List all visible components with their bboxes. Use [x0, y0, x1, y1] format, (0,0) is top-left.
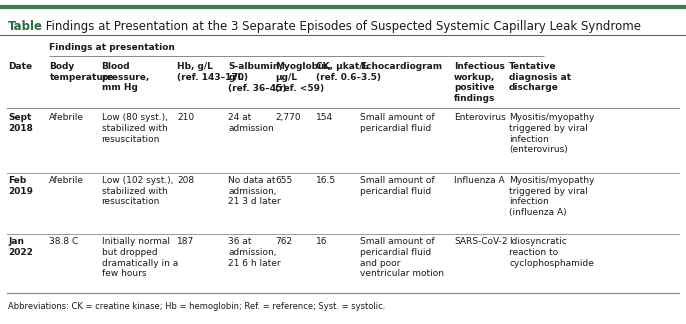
Text: Myoglobin,
µg/L
(ref. <59): Myoglobin, µg/L (ref. <59): [275, 62, 331, 92]
Text: SARS-CoV-2: SARS-CoV-2: [454, 237, 508, 246]
Text: 762: 762: [275, 237, 292, 246]
Text: 210: 210: [177, 113, 194, 122]
Text: Myositis/myopathy
triggered by viral
infection
(enterovirus): Myositis/myopathy triggered by viral inf…: [509, 113, 594, 154]
Text: 154: 154: [316, 113, 333, 122]
Text: 655: 655: [275, 176, 292, 185]
Text: S-albumin,
g/L
(ref. 36–45): S-albumin, g/L (ref. 36–45): [228, 62, 287, 92]
Text: Hb, g/L
(ref. 143–170): Hb, g/L (ref. 143–170): [177, 62, 248, 82]
Text: Jan
2022: Jan 2022: [8, 237, 33, 257]
Text: Feb
2019: Feb 2019: [8, 176, 33, 196]
Text: Afebrile: Afebrile: [49, 113, 84, 122]
Text: 187: 187: [177, 237, 194, 246]
Text: 38.8 C: 38.8 C: [49, 237, 79, 246]
Text: 208: 208: [177, 176, 194, 185]
Text: Sept
2018: Sept 2018: [8, 113, 33, 133]
Text: 16: 16: [316, 237, 328, 246]
Text: Small amount of
pericardial fluid
and poor
ventricular motion: Small amount of pericardial fluid and po…: [360, 237, 444, 278]
Text: Body
temperature: Body temperature: [49, 62, 114, 82]
Text: Echocardiogram: Echocardiogram: [360, 62, 442, 71]
Text: Low (80 syst.),
stabilized with
resuscitation: Low (80 syst.), stabilized with resuscit…: [102, 113, 167, 144]
Text: Tentative
diagnosis at
discharge: Tentative diagnosis at discharge: [509, 62, 571, 92]
Text: No data at
admission,
21 3 d later: No data at admission, 21 3 d later: [228, 176, 281, 206]
Text: Myositis/myopathy
triggered by viral
infection
(influenza A): Myositis/myopathy triggered by viral inf…: [509, 176, 594, 217]
Text: Small amount of
pericardial fluid: Small amount of pericardial fluid: [360, 176, 435, 196]
Text: Abbreviations: CK = creatine kinase; Hb = hemoglobin; Ref. = reference; Syst. = : Abbreviations: CK = creatine kinase; Hb …: [8, 302, 386, 311]
Text: Findings at presentation: Findings at presentation: [49, 43, 175, 52]
Text: Blood
pressure,
mm Hg: Blood pressure, mm Hg: [102, 62, 150, 92]
Text: 16.5: 16.5: [316, 176, 336, 185]
Text: 24 at
admission: 24 at admission: [228, 113, 274, 133]
Text: Idiosyncratic
reaction to
cyclophosphamide: Idiosyncratic reaction to cyclophosphami…: [509, 237, 594, 268]
Text: Infectious
workup,
positive
findings: Infectious workup, positive findings: [454, 62, 505, 103]
Text: Small amount of
pericardial fluid: Small amount of pericardial fluid: [360, 113, 435, 133]
Text: 2,770: 2,770: [275, 113, 300, 122]
Text: Afebrile: Afebrile: [49, 176, 84, 185]
Text: Date: Date: [8, 62, 32, 71]
Text: Findings at Presentation at the 3 Separate Episodes of Suspected Systemic Capill: Findings at Presentation at the 3 Separa…: [42, 20, 641, 33]
Text: 36 at
admission,
21 6 h later: 36 at admission, 21 6 h later: [228, 237, 281, 268]
Text: Influenza A: Influenza A: [454, 176, 505, 185]
Text: Low (102 syst.),
stabilized with
resuscitation: Low (102 syst.), stabilized with resusci…: [102, 176, 173, 206]
Text: Initially normal
but dropped
dramatically in a
few hours: Initially normal but dropped dramaticall…: [102, 237, 178, 278]
Text: CK, µkat/L
(ref. 0.6–3.5): CK, µkat/L (ref. 0.6–3.5): [316, 62, 381, 82]
Text: Table: Table: [8, 20, 43, 33]
Text: Enterovirus: Enterovirus: [454, 113, 506, 122]
